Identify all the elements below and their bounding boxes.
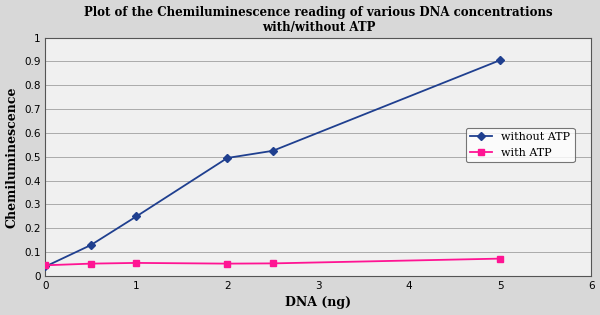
Line: with ATP: with ATP — [43, 255, 503, 268]
without ATP — [497, 58, 504, 62]
with ATP — [269, 261, 277, 265]
with ATP — [497, 257, 504, 261]
without ATP — [269, 149, 277, 153]
with ATP — [133, 261, 140, 265]
without ATP — [42, 265, 49, 268]
with ATP — [42, 263, 49, 267]
without ATP — [133, 215, 140, 218]
X-axis label: DNA (ng): DNA (ng) — [285, 296, 352, 309]
without ATP — [88, 243, 95, 247]
with ATP — [224, 262, 231, 266]
without ATP — [224, 156, 231, 160]
Y-axis label: Chemiluminescence: Chemiluminescence — [5, 86, 19, 227]
with ATP — [88, 262, 95, 266]
Legend: without ATP, with ATP: without ATP, with ATP — [466, 128, 575, 162]
Title: Plot of the Chemiluminescence reading of various DNA concentrations
with/without: Plot of the Chemiluminescence reading of… — [84, 6, 553, 34]
Line: without ATP: without ATP — [43, 57, 503, 269]
